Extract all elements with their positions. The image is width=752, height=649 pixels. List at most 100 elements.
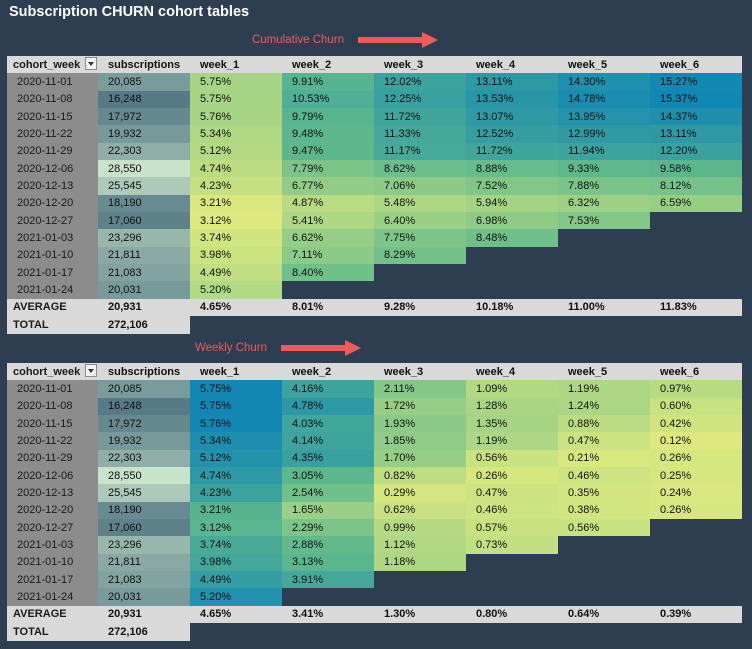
average-week-4[interactable]: 0.80% [466, 605, 558, 624]
churn-cell[interactable]: 1.18% [374, 553, 466, 572]
churn-cell[interactable]: 5.12% [190, 142, 282, 161]
churn-cell[interactable]: 2.54% [282, 484, 374, 502]
churn-cell[interactable]: 1.35% [466, 415, 558, 433]
churn-cell[interactable]: 4.49% [190, 264, 282, 282]
churn-cell[interactable]: 0.46% [466, 501, 558, 520]
churn-cell[interactable]: 6.77% [282, 177, 374, 195]
subscriptions-cell[interactable]: 19,932 [98, 125, 190, 143]
subscriptions-cell[interactable]: 17,972 [98, 415, 190, 433]
average-week-5[interactable]: 0.64% [558, 605, 650, 624]
churn-cell[interactable]: 0.56% [466, 449, 558, 468]
cohort-week-cell[interactable]: 2021-01-03 [7, 536, 98, 554]
churn-cell[interactable]: 7.79% [282, 160, 374, 178]
subscriptions-cell[interactable]: 23,296 [98, 536, 190, 554]
subscriptions-cell[interactable]: 20,031 [98, 588, 190, 606]
average-week-2[interactable]: 8.01% [282, 298, 374, 317]
average-week-3[interactable]: 9.28% [374, 298, 466, 317]
churn-cell[interactable]: 5.75% [190, 397, 282, 416]
churn-cell[interactable]: 13.11% [650, 125, 742, 143]
subscriptions-cell[interactable]: 21,811 [98, 246, 190, 265]
churn-cell[interactable]: 3.74% [190, 536, 282, 554]
subscriptions-cell[interactable]: 25,545 [98, 177, 190, 195]
churn-cell[interactable]: 3.21% [190, 194, 282, 213]
subscriptions-cell[interactable]: 28,550 [98, 467, 190, 485]
churn-cell[interactable]: 14.30% [558, 73, 650, 91]
subscriptions-cell[interactable]: 17,060 [98, 212, 190, 230]
churn-cell[interactable]: 9.48% [282, 125, 374, 143]
churn-cell[interactable]: 0.47% [558, 432, 650, 450]
cohort-week-cell[interactable]: 2020-11-08 [7, 397, 98, 416]
cohort-week-cell[interactable]: 2021-01-24 [7, 588, 98, 606]
churn-cell[interactable]: 12.25% [374, 90, 466, 109]
churn-cell[interactable]: 4.35% [282, 449, 374, 468]
churn-cell[interactable]: 12.99% [558, 125, 650, 143]
churn-cell[interactable]: 4.49% [190, 571, 282, 589]
cohort-week-cell[interactable]: 2020-11-29 [7, 142, 98, 161]
churn-cell[interactable]: 1.12% [374, 536, 466, 554]
cohort-week-cell[interactable]: 2020-12-13 [7, 177, 98, 195]
churn-cell[interactable]: 12.02% [374, 73, 466, 91]
churn-cell[interactable]: 5.12% [190, 449, 282, 468]
churn-cell[interactable]: 7.53% [558, 212, 650, 230]
churn-cell[interactable]: 1.70% [374, 449, 466, 468]
churn-cell[interactable]: 1.24% [558, 397, 650, 416]
churn-cell[interactable]: 8.29% [374, 246, 466, 265]
churn-cell[interactable]: 11.72% [466, 142, 558, 161]
subscriptions-cell[interactable]: 18,190 [98, 194, 190, 213]
churn-cell[interactable]: 9.79% [282, 108, 374, 126]
subscriptions-cell[interactable]: 20,085 [98, 380, 190, 398]
average-week-1[interactable]: 4.65% [190, 298, 282, 317]
subscriptions-cell[interactable]: 18,190 [98, 501, 190, 520]
churn-cell[interactable]: 13.95% [558, 108, 650, 126]
churn-cell[interactable]: 7.52% [466, 177, 558, 195]
cohort-week-cell[interactable]: 2020-11-15 [7, 415, 98, 433]
churn-cell[interactable]: 6.40% [374, 212, 466, 230]
churn-cell[interactable]: 0.46% [558, 467, 650, 485]
churn-cell[interactable]: 0.97% [650, 380, 742, 398]
total-subscriptions[interactable]: 272,106 [98, 316, 190, 334]
cohort-week-cell[interactable]: 2020-11-22 [7, 125, 98, 143]
churn-cell[interactable]: 3.21% [190, 501, 282, 520]
churn-cell[interactable]: 13.11% [466, 73, 558, 91]
churn-cell[interactable]: 0.38% [558, 501, 650, 520]
cohort-week-cell[interactable]: 2021-01-17 [7, 264, 98, 282]
churn-cell[interactable]: 1.93% [374, 415, 466, 433]
churn-cell[interactable]: 9.58% [650, 160, 742, 178]
subscriptions-cell[interactable]: 23,296 [98, 229, 190, 247]
churn-cell[interactable]: 9.47% [282, 142, 374, 161]
cohort-week-cell[interactable]: 2021-01-17 [7, 571, 98, 589]
churn-cell[interactable]: 2.11% [374, 380, 466, 398]
churn-cell[interactable]: 0.99% [374, 519, 466, 537]
churn-cell[interactable]: 5.75% [190, 90, 282, 109]
cohort-week-cell[interactable]: 2020-12-06 [7, 160, 98, 178]
subscriptions-cell[interactable]: 17,060 [98, 519, 190, 537]
churn-cell[interactable]: 1.85% [374, 432, 466, 450]
cohort-week-cell[interactable]: 2020-12-13 [7, 484, 98, 502]
cohort-week-cell[interactable]: 2021-01-24 [7, 281, 98, 299]
churn-cell[interactable]: 4.14% [282, 432, 374, 450]
churn-cell[interactable]: 14.37% [650, 108, 742, 126]
cohort-week-cell[interactable]: 2020-12-27 [7, 212, 98, 230]
churn-cell[interactable]: 0.26% [650, 501, 742, 520]
churn-cell[interactable]: 8.48% [466, 229, 558, 247]
churn-cell[interactable]: 6.98% [466, 212, 558, 230]
subscriptions-cell[interactable]: 19,932 [98, 432, 190, 450]
filter-dropdown-button[interactable] [85, 364, 97, 377]
churn-cell[interactable]: 1.65% [282, 501, 374, 520]
churn-cell[interactable]: 5.76% [190, 108, 282, 126]
churn-cell[interactable]: 12.52% [466, 125, 558, 143]
total-subscriptions[interactable]: 272,106 [98, 623, 190, 641]
churn-cell[interactable]: 0.57% [466, 519, 558, 537]
churn-cell[interactable]: 7.75% [374, 229, 466, 247]
churn-cell[interactable]: 5.41% [282, 212, 374, 230]
churn-cell[interactable]: 3.12% [190, 519, 282, 537]
churn-cell[interactable]: 4.74% [190, 160, 282, 178]
cohort-week-cell[interactable]: 2021-01-10 [7, 246, 98, 265]
churn-cell[interactable]: 0.73% [466, 536, 558, 554]
subscriptions-cell[interactable]: 16,248 [98, 90, 190, 109]
churn-cell[interactable]: 1.72% [374, 397, 466, 416]
churn-cell[interactable]: 0.56% [558, 519, 650, 537]
subscriptions-cell[interactable]: 21,083 [98, 571, 190, 589]
churn-cell[interactable]: 4.74% [190, 467, 282, 485]
subscriptions-cell[interactable]: 21,083 [98, 264, 190, 282]
